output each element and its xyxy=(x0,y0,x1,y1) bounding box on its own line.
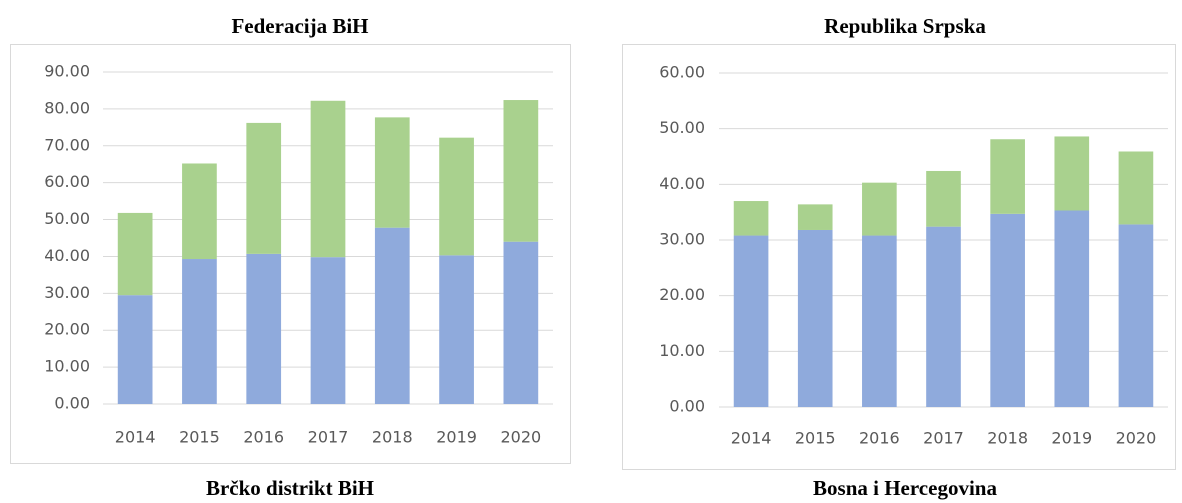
bar-segment xyxy=(1118,224,1154,407)
bar-segment xyxy=(733,201,769,236)
bar-segment xyxy=(246,122,282,254)
y-tick-label: 40.00 xyxy=(44,246,90,265)
bar-segment xyxy=(117,212,153,296)
y-tick-label: 0.00 xyxy=(54,394,90,413)
bar-segment xyxy=(503,100,539,242)
bar-segment xyxy=(862,235,897,407)
y-tick-label: 60.00 xyxy=(659,63,705,82)
y-tick-label: 50.00 xyxy=(44,209,90,228)
y-tick-label: 0.00 xyxy=(669,397,705,416)
y-tick-label: 10.00 xyxy=(44,357,90,376)
bar-segment xyxy=(439,137,474,256)
x-tick-label: 2019 xyxy=(1051,429,1092,448)
x-tick-label: 2015 xyxy=(179,428,220,447)
bar-segment xyxy=(503,241,539,404)
bar-segment xyxy=(926,226,961,407)
x-tick-label: 2014 xyxy=(731,429,772,448)
bar-segment xyxy=(733,235,769,407)
bar-segment xyxy=(990,139,1025,214)
x-tick-label: 2016 xyxy=(859,429,900,448)
y-tick-label: 90.00 xyxy=(44,62,90,81)
x-tick-label: 2015 xyxy=(795,429,836,448)
bar-segment xyxy=(1118,151,1154,225)
x-tick-label: 2016 xyxy=(243,428,284,447)
y-tick-label: 50.00 xyxy=(659,118,705,137)
bar-segment xyxy=(374,227,410,404)
y-tick-label: 40.00 xyxy=(659,174,705,193)
chart-frame xyxy=(622,44,1176,470)
bar-segment xyxy=(439,255,474,404)
bar-segment xyxy=(990,213,1025,407)
x-tick-label: 2017 xyxy=(923,429,964,448)
x-tick-label: 2020 xyxy=(1116,429,1157,448)
bar-segment xyxy=(1054,136,1090,211)
x-tick-label: 2014 xyxy=(115,428,156,447)
bar-segment xyxy=(797,204,833,230)
y-tick-label: 80.00 xyxy=(44,98,90,117)
bar-segment xyxy=(926,170,961,227)
x-tick-label: 2018 xyxy=(372,428,413,447)
y-tick-label: 60.00 xyxy=(44,172,90,191)
y-tick-label: 70.00 xyxy=(44,135,90,154)
chart-frame xyxy=(10,44,571,464)
chart-title: Federacija BiH xyxy=(231,14,368,38)
bar-segment xyxy=(117,295,153,404)
next-chart-title: Brčko distrikt BiH xyxy=(206,476,374,500)
bar-segment xyxy=(246,253,282,404)
chart-title: Republika Srpska xyxy=(824,14,986,38)
bar-segment xyxy=(310,257,346,404)
y-tick-label: 20.00 xyxy=(44,320,90,339)
x-tick-label: 2020 xyxy=(500,428,541,447)
y-tick-label: 10.00 xyxy=(659,341,705,360)
x-tick-label: 2019 xyxy=(436,428,477,447)
bar-segment xyxy=(182,259,217,404)
x-tick-label: 2017 xyxy=(308,428,349,447)
x-tick-label: 2018 xyxy=(987,429,1028,448)
y-tick-label: 30.00 xyxy=(659,230,705,249)
bar-segment xyxy=(310,100,346,258)
bar-segment xyxy=(797,229,833,407)
bar-segment xyxy=(1054,210,1090,407)
y-tick-label: 20.00 xyxy=(659,285,705,304)
bar-segment xyxy=(182,163,217,260)
bar-segment xyxy=(374,117,410,228)
y-tick-label: 30.00 xyxy=(44,283,90,302)
bar-segment xyxy=(862,182,897,236)
next-chart-title: Bosna i Hercegovina xyxy=(813,476,997,500)
